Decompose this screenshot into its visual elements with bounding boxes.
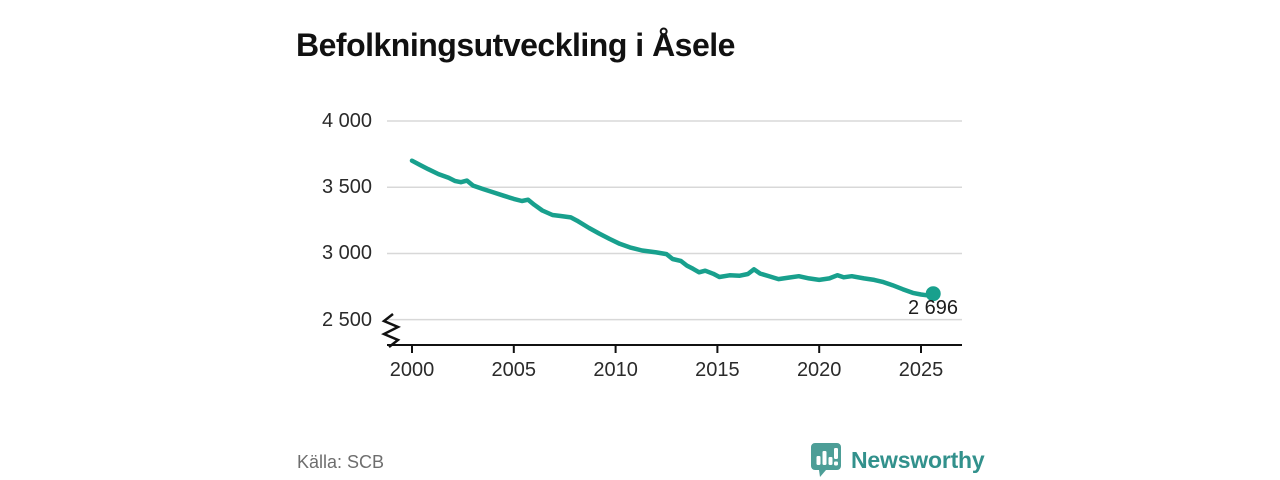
x-axis-label: 2020 [796, 359, 842, 381]
latest-value-label: 2 696 [907, 297, 958, 319]
x-axis-label: 2025 [898, 359, 944, 381]
newsworthy-wordmark: Newsworthy [851, 446, 985, 473]
newsworthy-icon [811, 443, 841, 477]
y-axis-label: 2 500 [321, 308, 372, 331]
x-axis-label: 2010 [593, 359, 638, 381]
axis-break-icon [381, 313, 401, 348]
source-label: Källa: SCB [297, 452, 385, 472]
y-axis-label: 3 000 [321, 242, 372, 265]
population-line [409, 158, 936, 298]
x-axis-label: 2005 [491, 359, 537, 381]
x-axis-label: 2000 [389, 359, 435, 381]
x-axis-label: 2015 [695, 359, 740, 381]
chart-title: Befolkningsutveckling i Åsele [296, 27, 735, 64]
newsworthy-logo[interactable]: Newsworthy [810, 441, 985, 479]
y-axis-label: 3 500 [321, 176, 372, 199]
y-axis-label: 4 000 [321, 110, 372, 132]
latest-point-marker [925, 286, 941, 302]
